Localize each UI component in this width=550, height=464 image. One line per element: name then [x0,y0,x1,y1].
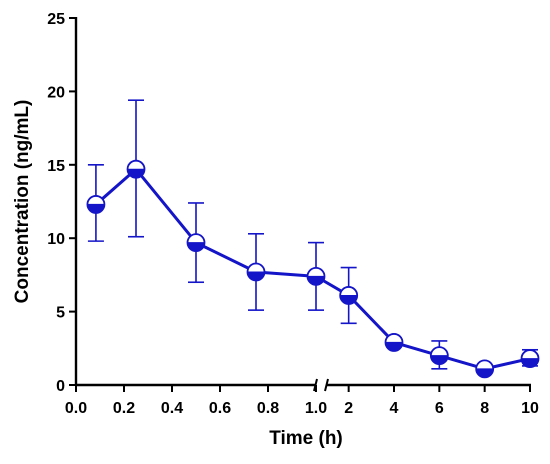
marker-fill [384,341,404,352]
x-tick-label: 1.0 [305,400,327,417]
data-point [475,359,495,379]
marker-fill [126,168,146,179]
marker-fill [86,203,105,214]
marker-fill [430,355,449,365]
x-tick-label: 0.6 [209,400,231,417]
axes: 0 5 10 15 20 25 0.0 0.2 0.4 0.6 0.8 1.0 2 4 6 8 10 [47,11,539,417]
x-axis-break-mark [324,378,329,392]
marker-fill [339,294,358,305]
y-tick-label: 20 [47,84,65,101]
marker-fill [186,242,206,252]
x-tick-label: 6 [435,400,444,417]
data-point [339,286,359,305]
data-point [429,346,449,366]
y-tick-label: 10 [47,231,65,248]
data-point [246,262,266,282]
data-point [86,195,106,214]
x-tick-label: 0.8 [257,400,279,417]
x-tick-label: 10 [521,400,539,417]
y-tick-label: 0 [56,378,65,395]
x-tick-label: 8 [480,400,489,417]
x-tick-label: 4 [390,400,399,417]
x-axis-title: Time (h) [269,428,343,449]
data-point [520,349,540,368]
x-tick-label: 0.2 [113,400,135,417]
marker-fill [520,358,540,368]
x-tick-label: 0.4 [161,400,183,417]
marker-fill [246,271,266,281]
data-point [384,333,404,352]
marker-fill [475,368,494,378]
marker-fill [306,275,326,286]
y-tick-label: 15 [47,158,65,175]
x-tick-label: 0.0 [65,400,87,417]
data-point [186,233,206,253]
series-line [94,167,531,371]
data-point [306,266,326,286]
data-point [126,159,146,179]
error-bars [87,99,538,373]
data-markers [86,159,540,379]
series-lines [94,167,531,371]
y-tick-label: 5 [56,305,65,322]
y-tick-label: 25 [47,11,65,28]
x-tick-label: 2 [344,400,353,417]
y-axis-title: Concentration (ng/mL) [12,100,33,304]
